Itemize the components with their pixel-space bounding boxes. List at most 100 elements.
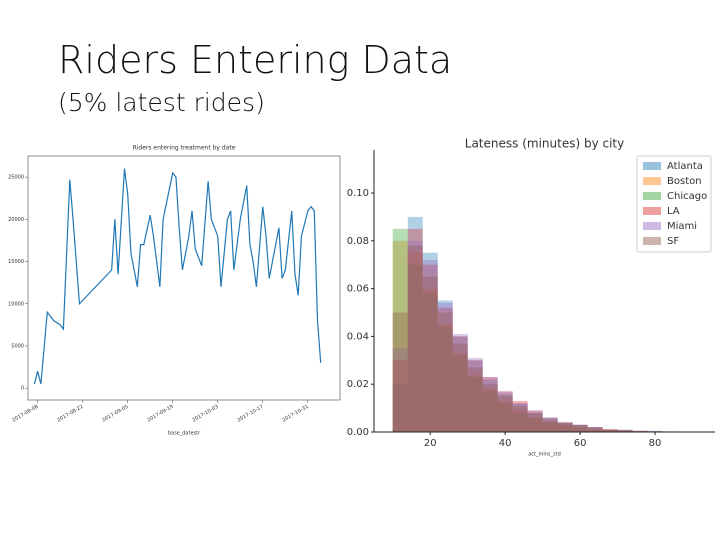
histogram-bar [437, 312, 453, 432]
histogram-bar [452, 336, 468, 432]
histogram-bar [572, 424, 588, 432]
plot-frame [27, 155, 341, 401]
chart-title: Riders entering treatment by date [133, 145, 236, 152]
y-tick-label: 0.08 [347, 236, 369, 247]
histogram-bar [407, 264, 423, 432]
histogram-bar [467, 357, 483, 432]
slide-title: Riders Entering Data [58, 38, 453, 82]
histogram-bar [542, 422, 558, 432]
histogram-bar [572, 427, 588, 432]
histogram-bar [587, 429, 603, 432]
histogram-bar [557, 424, 573, 432]
x-tick-label: 20 [424, 438, 437, 449]
histogram-bar [482, 384, 498, 432]
histogram-bar [587, 427, 603, 432]
histogram-bar [422, 264, 438, 432]
legend-label: LA [667, 206, 680, 217]
histogram-bar [527, 417, 543, 432]
histogram-bar [587, 429, 603, 432]
histogram-bar [602, 429, 618, 432]
legend-swatch [643, 207, 661, 215]
x-tick-label: 2017-08-08 [11, 404, 39, 424]
y-tick-label: 0.00 [347, 427, 369, 438]
histogram-bar [512, 410, 528, 432]
line [33, 168, 322, 385]
x-tick-label: 80 [649, 438, 662, 449]
x-tick-label: 2017-09-19 [146, 404, 174, 424]
histogram-bar [542, 417, 558, 432]
histogram-bar [437, 302, 453, 432]
y-tick-label: 0.02 [347, 379, 369, 390]
histogram-bar [497, 393, 513, 432]
histogram-bar [542, 422, 558, 432]
histogram-bar [617, 430, 633, 432]
legend-label: SF [667, 236, 679, 247]
histogram-bar [587, 427, 603, 432]
histogram-bar [587, 427, 603, 432]
histogram-bar [647, 430, 663, 432]
y-tick-label: 0 [21, 386, 24, 392]
histogram-bar [422, 259, 438, 432]
legend-swatch [643, 192, 661, 200]
histogram-bar [557, 422, 573, 432]
histogram-bar [497, 400, 513, 432]
histogram-bar [497, 391, 513, 432]
histogram-bar [602, 429, 618, 432]
histogram-bar [497, 403, 513, 432]
y-tick-label: 25000 [8, 175, 24, 181]
legend-swatch [643, 222, 661, 230]
histogram-bar [467, 360, 483, 432]
histogram-bar [422, 288, 438, 432]
histogram-bar [482, 379, 498, 432]
histogram-bar [422, 276, 438, 432]
histogram-bar [617, 430, 633, 432]
histogram-bar [602, 430, 618, 432]
histogram-bar [497, 391, 513, 432]
x-axis-label: base_datestr [168, 431, 201, 437]
histogram-bar [542, 417, 558, 432]
x-tick-label: 2017-10-03 [191, 404, 219, 424]
histogram-bar [467, 377, 483, 432]
x-tick-label: 2017-08-22 [56, 404, 84, 424]
histogram-bar [557, 424, 573, 432]
histogram-bar [527, 410, 543, 432]
histogram-bar [497, 396, 513, 432]
histogram-bar [437, 307, 453, 432]
histogram-bar [422, 252, 438, 432]
histogram-bar [527, 417, 543, 432]
histogram-bar [452, 355, 468, 432]
histogram-bar [392, 228, 408, 432]
x-tick-label: 2017-10-31 [281, 404, 309, 424]
y-tick-label: 5000 [11, 343, 24, 349]
histogram-bar [632, 430, 648, 432]
legend-label: Miami [667, 221, 697, 232]
histogram-bar [407, 216, 423, 432]
histogram-bar [407, 240, 423, 432]
y-tick-label: 0.10 [347, 188, 369, 199]
histogram-bar [632, 430, 648, 432]
histogram-bar [422, 293, 438, 432]
histogram-bar [392, 360, 408, 432]
histogram-bar [407, 228, 423, 432]
histogram-bar [572, 424, 588, 432]
histogram-bar [437, 324, 453, 432]
x-tick-label: 2017-10-17 [236, 404, 264, 424]
y-tick-label: 20000 [8, 217, 24, 223]
histogram-bar [587, 427, 603, 432]
histogram-bar [482, 391, 498, 432]
histogram-bar [527, 412, 543, 432]
histogram-bar [407, 245, 423, 432]
histogram-bar [542, 417, 558, 432]
histogram-bar [617, 430, 633, 432]
histogram-bar [512, 405, 528, 432]
histogram-bar [617, 430, 633, 432]
histogram-bar [557, 422, 573, 432]
histogram-bar [407, 252, 423, 432]
legend-label: Chicago [667, 191, 707, 202]
slide-subtitle: (5% latest rides) [58, 88, 265, 117]
legend-swatch [643, 162, 661, 170]
histogram-bar [512, 412, 528, 432]
histogram-bar [452, 336, 468, 432]
histogram-bar [392, 384, 408, 432]
